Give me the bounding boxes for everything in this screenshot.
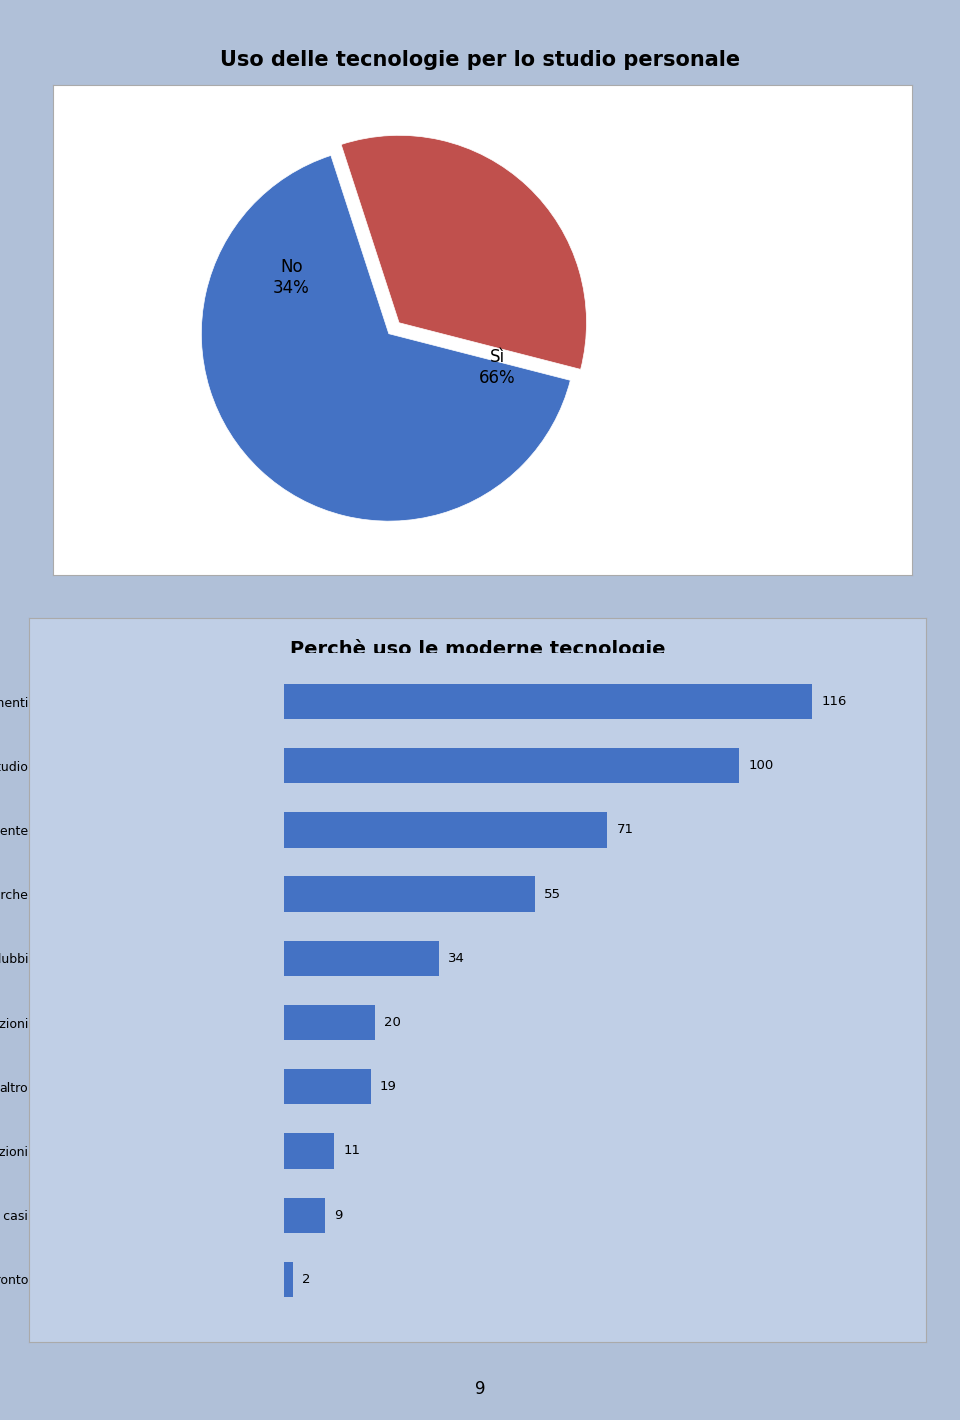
Text: 55: 55 [543, 888, 561, 900]
Text: 34: 34 [448, 951, 465, 964]
Text: 9: 9 [475, 1380, 485, 1397]
Bar [284, 748, 739, 784]
Bar [284, 812, 608, 848]
Text: 9: 9 [334, 1208, 343, 1221]
Bar [284, 1005, 375, 1041]
Text: 2: 2 [302, 1272, 311, 1287]
Text: Sì
66%: Sì 66% [479, 348, 516, 386]
Text: 20: 20 [384, 1017, 401, 1030]
Text: 71: 71 [616, 824, 634, 836]
Text: No
34%: No 34% [273, 258, 310, 297]
Text: Uso delle tecnologie per lo studio personale: Uso delle tecnologie per lo studio perso… [220, 50, 740, 70]
Text: 19: 19 [380, 1081, 396, 1093]
Text: Perchè uso le moderne tecnologie: Perchè uso le moderne tecnologie [290, 639, 665, 659]
Wedge shape [341, 135, 587, 369]
Bar [284, 1197, 325, 1233]
Bar [284, 1262, 293, 1296]
Wedge shape [202, 155, 570, 521]
Bar [284, 1133, 334, 1169]
Text: 11: 11 [344, 1145, 360, 1157]
Bar [284, 876, 535, 912]
Bar [284, 940, 439, 976]
Bar [284, 1069, 371, 1105]
Text: 100: 100 [749, 760, 774, 772]
Bar [284, 684, 812, 719]
Text: 116: 116 [822, 694, 847, 709]
